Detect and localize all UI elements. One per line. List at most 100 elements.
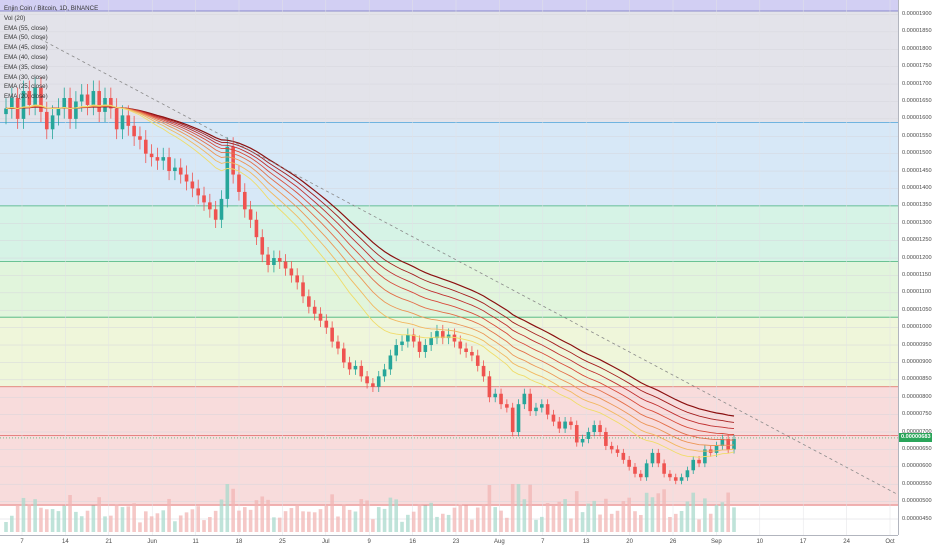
legend-item-ema-30[interactable]: EMA (30, close) bbox=[4, 73, 48, 81]
volume-bar bbox=[272, 517, 276, 532]
volume-bar bbox=[621, 501, 626, 532]
volume-bar bbox=[703, 498, 707, 532]
candle-body bbox=[417, 341, 422, 352]
price-tick-label: 0.00000500 bbox=[902, 498, 932, 505]
candle-body bbox=[510, 407, 515, 433]
legend-item-ema-50[interactable]: EMA (50, close) bbox=[4, 34, 48, 42]
candle-body bbox=[161, 157, 166, 161]
background-zone bbox=[0, 0, 898, 11]
volume-bar bbox=[598, 514, 602, 532]
candle-body bbox=[225, 146, 230, 199]
volume-bar bbox=[505, 517, 509, 532]
candle-body bbox=[382, 369, 387, 377]
time-axis[interactable]: 7 14 21 Jun 11 18 25 Jul 9 16 23 Aug 7 13 20 26 Sep 10 17 2… bbox=[0, 535, 898, 551]
candle-body bbox=[260, 237, 265, 255]
candle-body bbox=[714, 445, 719, 453]
volume-bar bbox=[551, 505, 556, 532]
legend-item-ema-45[interactable]: EMA (45, close) bbox=[4, 44, 48, 52]
volume-bar bbox=[190, 509, 195, 532]
legend-item-ema-40[interactable]: EMA (40, close) bbox=[4, 53, 48, 61]
legend-item-ema-35[interactable]: EMA (35, close) bbox=[4, 63, 48, 71]
candle-body bbox=[114, 108, 119, 130]
volume-bar bbox=[341, 504, 346, 532]
candle-body bbox=[662, 463, 666, 474]
chart-area[interactable]: Enjin Coin / Bitcoin, 1D, BINANCE Vol (2… bbox=[0, 0, 898, 535]
time-tick-label: 24 bbox=[843, 539, 850, 545]
candle-body bbox=[400, 341, 404, 346]
volume-bar bbox=[277, 517, 282, 532]
candle-body bbox=[266, 254, 270, 265]
volume-bar bbox=[208, 517, 212, 532]
price-tick-label: 0.00001800 bbox=[902, 45, 932, 52]
volume-bar bbox=[184, 512, 189, 532]
price-tick-label: 0.00001350 bbox=[902, 202, 932, 209]
time-tick-label: 17 bbox=[799, 539, 807, 545]
last-price-badge: 0.00000683 bbox=[899, 433, 932, 443]
candle-body bbox=[248, 209, 253, 220]
candle-body bbox=[516, 404, 521, 433]
candle-body bbox=[376, 376, 381, 387]
volume-bar bbox=[435, 516, 439, 532]
price-axis[interactable]: 0.00001900 0.00001850 0.00001800 0.00001750… bbox=[898, 0, 932, 535]
candle-body bbox=[312, 306, 317, 314]
candle-body bbox=[74, 101, 78, 119]
volume-bar bbox=[697, 519, 701, 532]
volume-bar bbox=[382, 508, 387, 532]
legend-item-ema-55[interactable]: EMA (55, close) bbox=[4, 24, 48, 32]
volume-bar bbox=[394, 499, 399, 532]
volume-bar bbox=[173, 521, 177, 532]
candle-body bbox=[458, 341, 463, 349]
volume-bar bbox=[732, 507, 736, 532]
candle-body bbox=[126, 115, 131, 126]
volume-bar bbox=[604, 498, 608, 532]
legend-item-ema-25[interactable]: EMA (25, close) bbox=[4, 83, 48, 91]
candle-body bbox=[435, 331, 439, 339]
candle-body bbox=[452, 334, 457, 342]
volume-bar bbox=[68, 495, 72, 532]
candle-body bbox=[295, 275, 300, 283]
background-zone bbox=[0, 435, 898, 506]
candle-body bbox=[464, 348, 468, 352]
candle-body bbox=[627, 459, 631, 467]
candle-body bbox=[143, 139, 148, 154]
candle-body bbox=[10, 97, 14, 109]
volume-bar bbox=[569, 518, 573, 532]
volume-bar bbox=[429, 502, 433, 532]
background-zone bbox=[0, 261, 898, 318]
symbol-title[interactable]: Enjin Coin / Bitcoin, 1D, BINANCE bbox=[4, 5, 99, 12]
volume-bar bbox=[155, 513, 160, 532]
price-tick-label: 0.00001450 bbox=[902, 167, 932, 174]
legend-item-volume[interactable]: Vol (20) bbox=[4, 14, 26, 22]
candle-body bbox=[190, 181, 195, 189]
time-tick-label: 7 bbox=[20, 539, 24, 545]
candle-body bbox=[528, 393, 532, 412]
volume-bar bbox=[365, 500, 369, 532]
candle-body bbox=[563, 421, 567, 429]
candle-body bbox=[423, 345, 428, 352]
volume-bar bbox=[178, 515, 183, 532]
legend-item-ema-20[interactable]: EMA (20, close) bbox=[4, 93, 48, 101]
candle-body bbox=[289, 268, 294, 276]
time-tick-label: 18 bbox=[235, 539, 243, 545]
candle-body bbox=[720, 438, 725, 446]
volume-bar bbox=[446, 514, 451, 532]
volume-bar bbox=[74, 511, 78, 532]
volume-bar bbox=[213, 510, 218, 532]
candle-body bbox=[353, 365, 358, 370]
candle-body bbox=[685, 470, 690, 478]
volume-bar bbox=[592, 500, 597, 532]
time-tick-label: Oct bbox=[885, 539, 895, 545]
time-tick-label: 14 bbox=[62, 539, 69, 545]
candle-body bbox=[540, 404, 544, 408]
price-chart[interactable] bbox=[0, 0, 898, 535]
volume-bar bbox=[161, 510, 166, 532]
candle-body bbox=[551, 414, 556, 422]
candle-body bbox=[406, 334, 410, 342]
volume-bar bbox=[143, 511, 148, 532]
price-tick-label: 0.00001650 bbox=[902, 97, 932, 104]
candle-body bbox=[359, 365, 364, 377]
price-tick-label: 0.00001000 bbox=[902, 324, 932, 331]
candle-body bbox=[208, 202, 212, 210]
price-tick-label: 0.00001250 bbox=[902, 237, 932, 244]
candle-body bbox=[388, 355, 393, 370]
